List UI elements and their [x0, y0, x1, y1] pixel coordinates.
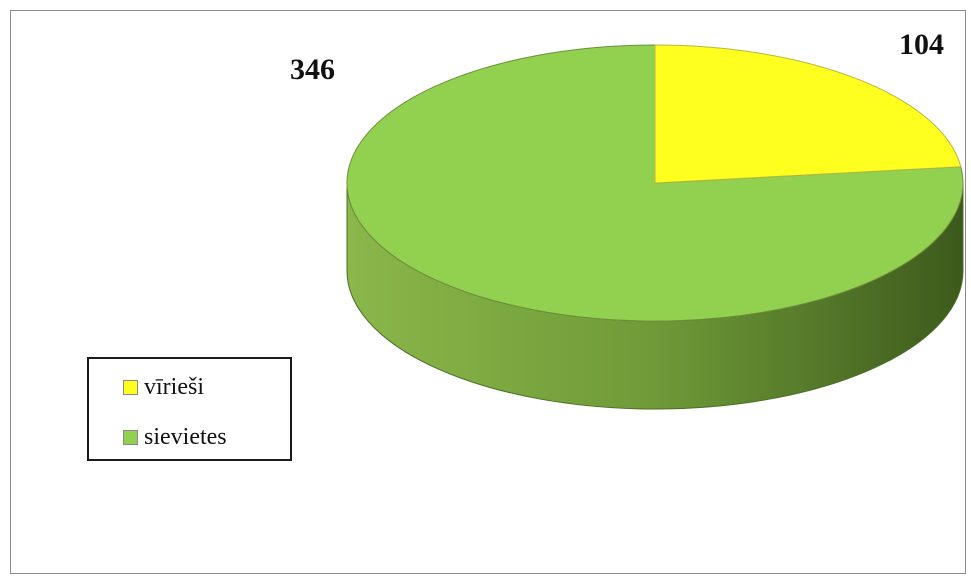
data-label-viriesi: 104 — [899, 28, 944, 61]
legend-label-viriesi: vīrieši — [144, 374, 204, 400]
legend-swatch-sievietes — [123, 429, 138, 445]
legend: vīrieši sievietes — [87, 357, 292, 461]
legend-swatch-viriesi — [123, 379, 138, 395]
pie-slice-viriesi — [654, 44, 962, 184]
legend-item-viriesi: vīrieši — [123, 372, 204, 402]
legend-item-sievietes: sievietes — [123, 422, 227, 452]
legend-label-sievietes: sievietes — [144, 424, 227, 450]
data-label-sievietes: 346 — [290, 53, 335, 86]
